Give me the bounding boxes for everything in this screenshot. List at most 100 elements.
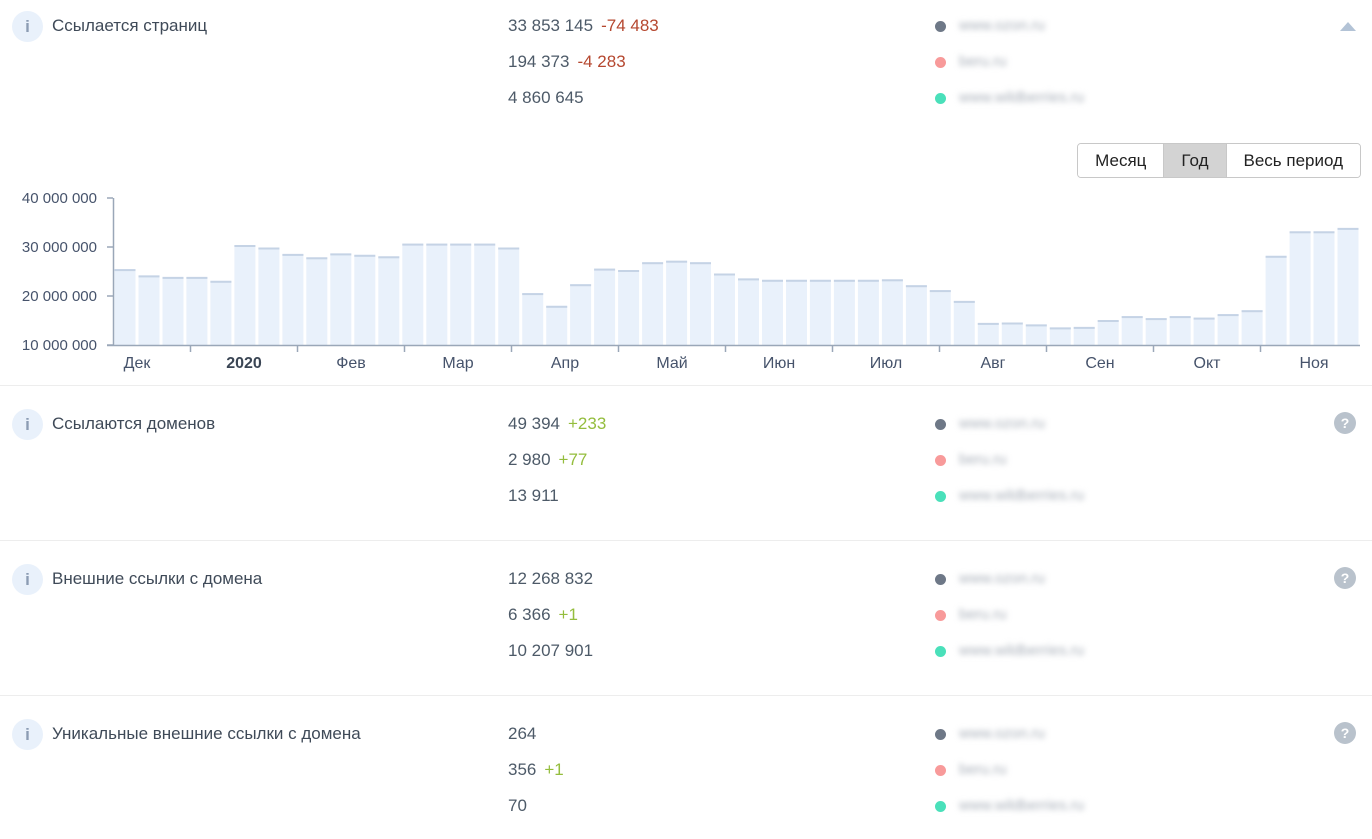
metric-sections-bottom: i Ссылаются доменов 49 394 +233 2 980 +77 13 9…	[0, 385, 1372, 839]
bar-cap	[258, 247, 280, 250]
metric-value-row: 2 980 +77	[508, 442, 935, 478]
bar-week-37[interactable]	[977, 322, 999, 345]
bar-week-52[interactable]	[1337, 227, 1359, 345]
metric-value: 70	[508, 796, 527, 815]
bar-week-22[interactable]	[618, 270, 640, 345]
bar-week-21[interactable]	[594, 268, 616, 345]
bar-week-9[interactable]	[306, 257, 328, 345]
bar-week-17[interactable]	[498, 247, 520, 346]
bar-week-24[interactable]	[666, 260, 688, 345]
legend-domain-label[interactable]: www.wildberries.ru	[959, 642, 1085, 659]
info-icon[interactable]: i	[12, 564, 43, 595]
bar-week-32[interactable]	[857, 279, 879, 345]
bar-week-5[interactable]	[210, 280, 232, 345]
metric-sections-top: i Ссылается страниц 33 853 145 -74 483 194 3…	[0, 0, 1372, 133]
metric-value: 10 207 901	[508, 641, 594, 660]
legend-domain-label[interactable]: www.ozon.ru	[959, 725, 1045, 742]
info-icon[interactable]: i	[12, 719, 43, 750]
bar-week-7[interactable]	[258, 247, 280, 346]
bar-week-28[interactable]	[762, 279, 783, 345]
bar-week-10[interactable]	[330, 253, 352, 345]
bar-cap	[690, 262, 711, 265]
bar-week-12[interactable]	[378, 256, 400, 345]
bar-week-20[interactable]	[570, 284, 592, 345]
legend-domain-label[interactable]: www.wildberries.ru	[959, 487, 1085, 504]
bar-week-11[interactable]	[354, 254, 376, 345]
bar-week-44[interactable]	[1145, 318, 1167, 345]
metric-value: 2 980	[508, 450, 551, 469]
metric-right-control-cell: ?	[1334, 412, 1356, 434]
metric-delta: +233	[568, 414, 607, 433]
bar-week-48[interactable]	[1241, 310, 1263, 345]
bar-week-15[interactable]	[450, 243, 472, 345]
legend-domain-label[interactable]: www.ozon.ru	[959, 17, 1045, 34]
bar-week-4[interactable]	[186, 276, 208, 345]
bar-cap	[1313, 231, 1335, 234]
bar-cap	[642, 262, 664, 265]
bar-week-47[interactable]	[1217, 314, 1239, 345]
legend-domain-label[interactable]: beru.ru	[959, 606, 1007, 623]
metric-section-external-links-from-domain: i Внешние ссылки с домена 12 268 832 6 366 +…	[0, 540, 1372, 695]
bar-cap	[833, 279, 855, 282]
bar-week-50[interactable]	[1289, 231, 1311, 345]
metric-title-cell: Ссылаются доменов	[52, 406, 508, 442]
legend-domain-label[interactable]: www.ozon.ru	[959, 570, 1045, 587]
bar-week-49[interactable]	[1265, 255, 1287, 345]
bar-week-1[interactable]	[114, 269, 136, 345]
bar-cap	[474, 243, 496, 246]
legend-domain-label[interactable]: www.ozon.ru	[959, 415, 1045, 432]
bar-week-8[interactable]	[282, 253, 304, 345]
bar-week-42[interactable]	[1097, 320, 1119, 345]
bar-week-39[interactable]	[1025, 324, 1047, 345]
bar-week-2[interactable]	[138, 275, 160, 345]
bar-week-18[interactable]	[522, 293, 544, 345]
collapse-icon[interactable]	[1340, 22, 1356, 31]
legend-domain-label[interactable]: www.wildberries.ru	[959, 797, 1085, 814]
help-icon[interactable]: ?	[1334, 412, 1356, 434]
bar-week-13[interactable]	[402, 243, 424, 345]
info-icon[interactable]: i	[12, 11, 43, 42]
bar-week-14[interactable]	[426, 243, 448, 345]
bar-week-30[interactable]	[809, 279, 831, 345]
legend-domain-label[interactable]: beru.ru	[959, 451, 1007, 468]
legend-dot-icon	[935, 728, 946, 740]
bar-week-25[interactable]	[690, 262, 711, 345]
bar-week-41[interactable]	[1073, 326, 1095, 345]
legend-dot-icon	[935, 573, 946, 585]
bar-week-19[interactable]	[546, 305, 568, 345]
bar-week-23[interactable]	[642, 262, 664, 345]
bar-week-6[interactable]	[234, 245, 256, 345]
bar-week-40[interactable]	[1049, 327, 1071, 345]
bar-cap	[114, 269, 136, 272]
bar-cap	[1025, 324, 1047, 327]
metric-section-linking-pages: i Ссылается страниц 33 853 145 -74 483 194 3…	[0, 0, 1372, 133]
bar-week-35[interactable]	[929, 290, 951, 345]
bar-week-45[interactable]	[1169, 316, 1191, 345]
period-button-year[interactable]: Год	[1163, 144, 1226, 177]
legend-domain-label[interactable]: beru.ru	[959, 53, 1007, 70]
bar-week-29[interactable]	[786, 279, 807, 345]
bar-week-51[interactable]	[1313, 231, 1335, 345]
bar-week-31[interactable]	[833, 279, 855, 345]
period-button-month[interactable]: Месяц	[1078, 144, 1164, 177]
period-button-all[interactable]: Весь период	[1225, 144, 1360, 177]
bar-week-46[interactable]	[1193, 317, 1215, 345]
bar-week-16[interactable]	[474, 243, 496, 345]
bar-week-33[interactable]	[881, 279, 903, 345]
metric-value-row: 4 860 645	[508, 80, 935, 116]
legend-domain-label[interactable]: www.wildberries.ru	[959, 89, 1085, 106]
info-icon[interactable]: i	[12, 409, 43, 440]
bar-week-27[interactable]	[738, 278, 759, 345]
bar-week-34[interactable]	[905, 285, 927, 345]
bar-week-43[interactable]	[1121, 316, 1143, 345]
legend-domain-label[interactable]: beru.ru	[959, 761, 1007, 778]
bar-week-36[interactable]	[953, 300, 975, 345]
metric-legend-cell: www.ozon.ru beru.ru www.wildberries.ru	[935, 561, 1331, 669]
bar-week-3[interactable]	[162, 276, 184, 345]
bar-cap	[426, 243, 448, 246]
help-icon[interactable]: ?	[1334, 722, 1356, 744]
bar-week-38[interactable]	[1001, 322, 1023, 346]
bar-week-26[interactable]	[714, 273, 735, 346]
help-icon[interactable]: ?	[1334, 567, 1356, 589]
metric-value-row: 194 373 -4 283	[508, 44, 935, 80]
